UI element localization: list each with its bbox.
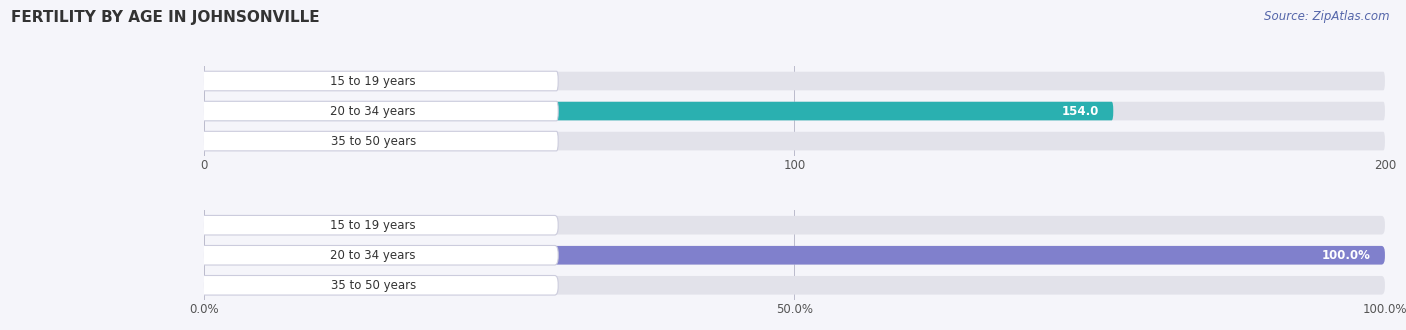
Text: 0.0: 0.0 (225, 135, 243, 148)
FancyBboxPatch shape (198, 276, 558, 295)
Text: 154.0: 154.0 (1062, 105, 1099, 117)
FancyBboxPatch shape (198, 215, 558, 235)
FancyBboxPatch shape (204, 276, 1385, 295)
FancyBboxPatch shape (204, 102, 1114, 120)
Text: FERTILITY BY AGE IN JOHNSONVILLE: FERTILITY BY AGE IN JOHNSONVILLE (11, 10, 321, 25)
Text: 15 to 19 years: 15 to 19 years (330, 75, 416, 87)
Text: 100.0%: 100.0% (1322, 249, 1371, 262)
Text: 0.0: 0.0 (225, 75, 243, 87)
Text: 20 to 34 years: 20 to 34 years (330, 105, 416, 117)
FancyBboxPatch shape (198, 246, 558, 265)
Text: 20 to 34 years: 20 to 34 years (330, 249, 416, 262)
Text: 0.0%: 0.0% (225, 219, 254, 232)
FancyBboxPatch shape (198, 101, 558, 121)
FancyBboxPatch shape (198, 131, 558, 151)
Text: 0.0%: 0.0% (225, 279, 254, 292)
FancyBboxPatch shape (198, 71, 558, 91)
Text: 15 to 19 years: 15 to 19 years (330, 219, 416, 232)
FancyBboxPatch shape (204, 102, 1385, 120)
Text: 35 to 50 years: 35 to 50 years (330, 279, 416, 292)
FancyBboxPatch shape (204, 216, 1385, 235)
FancyBboxPatch shape (204, 132, 1385, 150)
FancyBboxPatch shape (204, 246, 1385, 265)
FancyBboxPatch shape (204, 246, 1385, 265)
Text: 35 to 50 years: 35 to 50 years (330, 135, 416, 148)
FancyBboxPatch shape (204, 72, 1385, 90)
Text: Source: ZipAtlas.com: Source: ZipAtlas.com (1264, 10, 1389, 23)
